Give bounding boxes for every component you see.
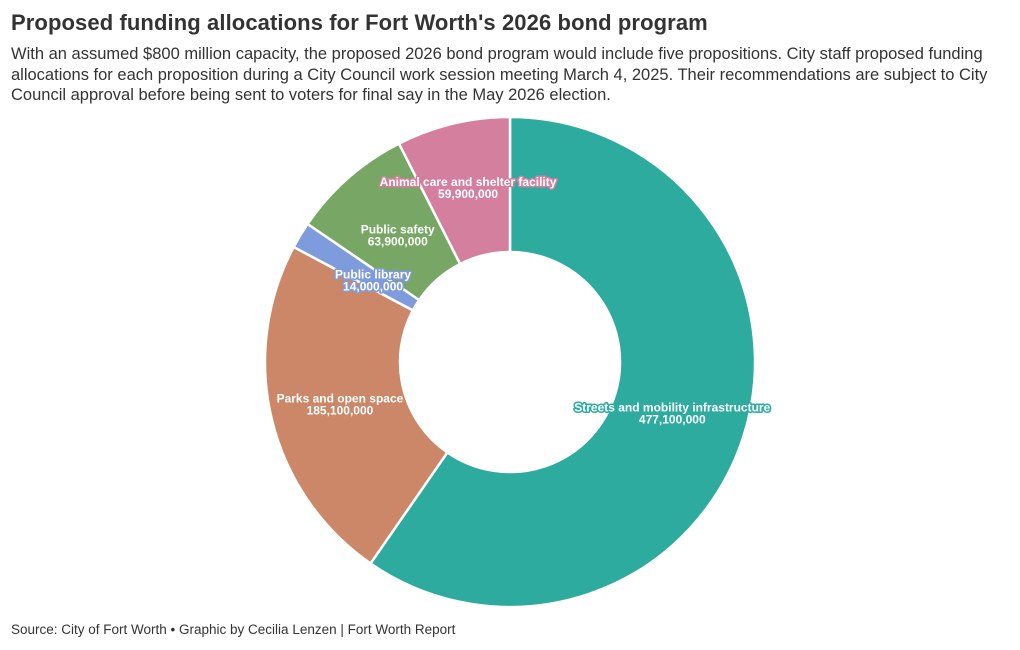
chart-title: Proposed funding allocations for Fort Wo… bbox=[11, 10, 708, 35]
slice-animal-care-and-shelter-facility[interactable] bbox=[397, 115, 512, 266]
slice-labels: Streets and mobility infrastructure477,1… bbox=[275, 173, 772, 428]
slice-category-label: Animal care and shelter facility bbox=[380, 175, 557, 189]
donut-slices bbox=[263, 115, 757, 609]
slice-category-label: Parks and open space bbox=[277, 391, 404, 405]
slice-parks-and-open-space[interactable] bbox=[263, 245, 449, 565]
slice-value-label: 59,900,000 bbox=[438, 187, 498, 201]
slice-value-label: 477,100,000 bbox=[639, 413, 706, 427]
chart-subtitle: With an assumed $800 million capacity, t… bbox=[11, 45, 988, 104]
slice-value-label: 14,000,000 bbox=[343, 279, 403, 293]
slice-category-label: Public safety bbox=[361, 222, 435, 236]
slice-value-label: 185,100,000 bbox=[307, 403, 374, 417]
slice-category-label: Streets and mobility infrastructure bbox=[574, 401, 770, 415]
slice-streets-and-mobility-infrastructure[interactable] bbox=[369, 115, 757, 609]
slice-category-label: Public library bbox=[335, 267, 411, 281]
slice-value-label: 63,900,000 bbox=[368, 234, 428, 248]
chart-source: Source: City of Fort Worth • Graphic by … bbox=[11, 622, 456, 637]
